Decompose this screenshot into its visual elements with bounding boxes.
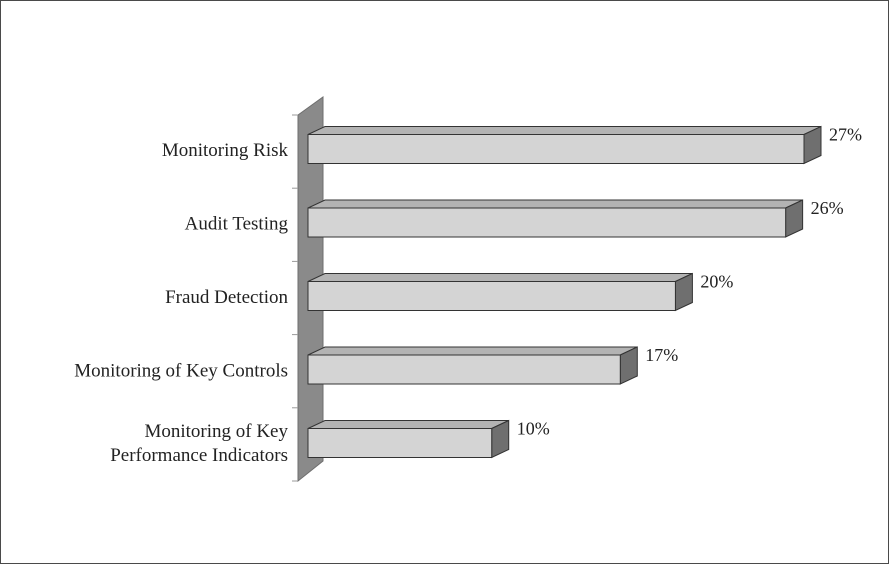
category-label-line: Fraud Detection [165,287,288,308]
bar-top-face [307,346,638,356]
category-labels: Monitoring Risk Audit Testing Fraud Detect… [74,140,288,466]
bar-front-face [307,281,676,311]
axis-ticks [292,114,298,482]
bar-top-face [307,199,803,209]
bar-top-face [307,273,693,282]
category-label: Audit Testing [185,214,289,235]
bar [307,346,638,385]
category-label-line: Performance Indicators [110,445,288,466]
category-label: Monitoring of Key Controls [74,361,288,382]
value-label: 20% [700,272,733,292]
category-label-line: Monitoring of Key Controls [74,361,288,382]
bar-front-face [307,428,493,458]
category-label-line: Monitoring Risk [162,140,289,161]
category-label-line: Audit Testing [185,214,289,235]
bar-top-face [307,420,509,429]
category-label: Fraud Detection [165,287,288,308]
category-label: Monitoring of Key Performance Indicators [110,421,288,466]
value-label: 17% [645,345,678,365]
bar-front-face [307,134,805,164]
category-label-line: Monitoring of Key [144,421,288,442]
bar [307,419,510,459]
value-labels: 27% 26% 20% 17% 10% [517,125,862,439]
bar-top-face [307,126,822,135]
value-label: 10% [517,419,550,439]
bar [307,272,693,312]
bar-front-face [307,207,787,238]
bars [307,125,822,459]
bar [307,125,822,165]
category-label: Monitoring Risk [162,140,289,161]
value-label: 26% [811,198,844,218]
value-label: 27% [829,125,862,145]
bar [307,199,804,238]
bar-front-face [307,354,621,385]
